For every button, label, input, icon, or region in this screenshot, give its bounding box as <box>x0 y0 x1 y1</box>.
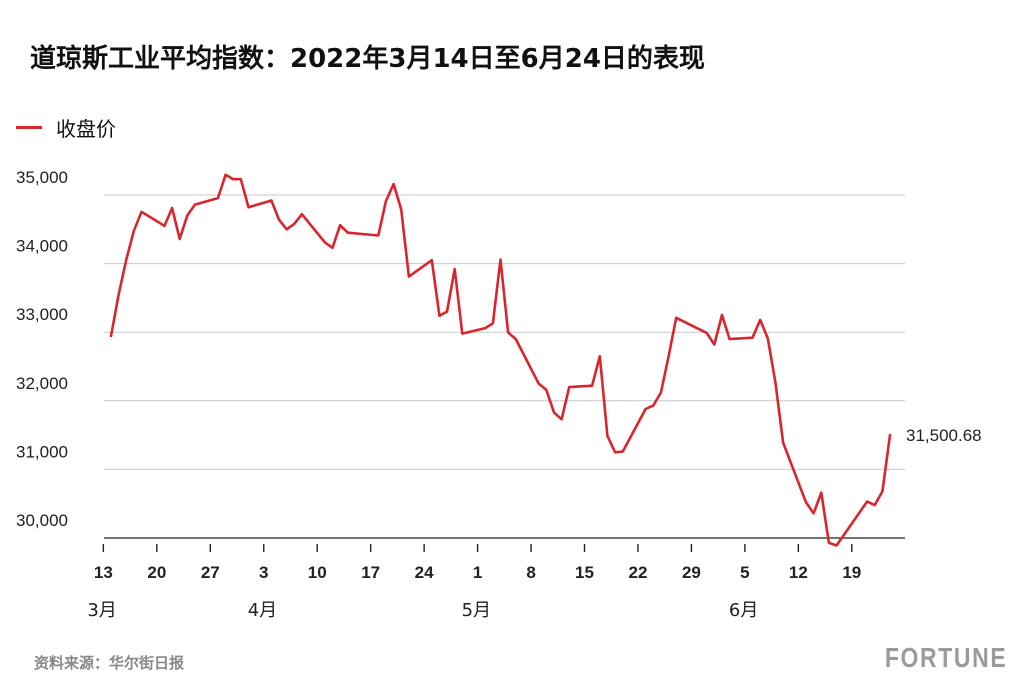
x-tick-label: 22 <box>629 563 648 582</box>
x-tick-label: 24 <box>415 563 434 582</box>
month-label: 5月 <box>462 600 491 621</box>
x-tick-label: 19 <box>842 563 861 582</box>
x-tick-label: 10 <box>308 563 327 582</box>
month-label: 4月 <box>248 600 277 621</box>
x-tick-label: 5 <box>740 563 749 582</box>
x-tick-label: 8 <box>526 563 535 582</box>
annotations: 31,500.68 <box>906 426 982 445</box>
x-tick-label: 1 <box>473 563 482 582</box>
brand-logo: FORTUNE <box>884 642 1007 673</box>
y-tick-label: 32,000 <box>16 374 68 393</box>
series-line <box>109 173 892 547</box>
y-tick-label: 34,000 <box>16 237 68 256</box>
x-tick-label: 20 <box>147 563 166 582</box>
x-tick-label: 13 <box>94 563 113 582</box>
end-value-label: 31,500.68 <box>906 426 982 445</box>
chart-title: 道琼斯工业平均指数：2022年3月14日至6月24日的表现 <box>30 44 705 74</box>
y-tick-label: 31,000 <box>16 442 68 461</box>
x-tick-label: 15 <box>575 563 594 582</box>
x-tick-label: 3 <box>259 563 268 582</box>
month-label: 6月 <box>729 600 758 621</box>
x-axis: 13 20 27 3 10 17 24 1 8 15 22 29 5 12 19 3月 4月 5月 6月 <box>87 544 861 621</box>
legend: 收盘价 <box>16 113 116 141</box>
legend-label: 收盘价 <box>56 116 116 141</box>
month-label: 3月 <box>87 600 116 621</box>
series-layer <box>109 173 892 547</box>
legend-swatch <box>16 125 42 129</box>
source-note: 资料来源：华尔街日报 <box>34 654 185 672</box>
y-tick-label: 33,000 <box>16 305 68 324</box>
x-tick-label: 17 <box>361 563 380 582</box>
y-axis-labels: 30,000 31,000 32,000 33,000 34,000 35,000 <box>16 168 68 530</box>
x-tick-label: 27 <box>201 563 220 582</box>
gridlines <box>104 194 905 539</box>
x-tick-label: 12 <box>789 563 808 582</box>
x-tick-label: 29 <box>682 563 701 582</box>
y-tick-label: 30,000 <box>16 511 68 530</box>
y-tick-label: 35,000 <box>16 168 68 187</box>
